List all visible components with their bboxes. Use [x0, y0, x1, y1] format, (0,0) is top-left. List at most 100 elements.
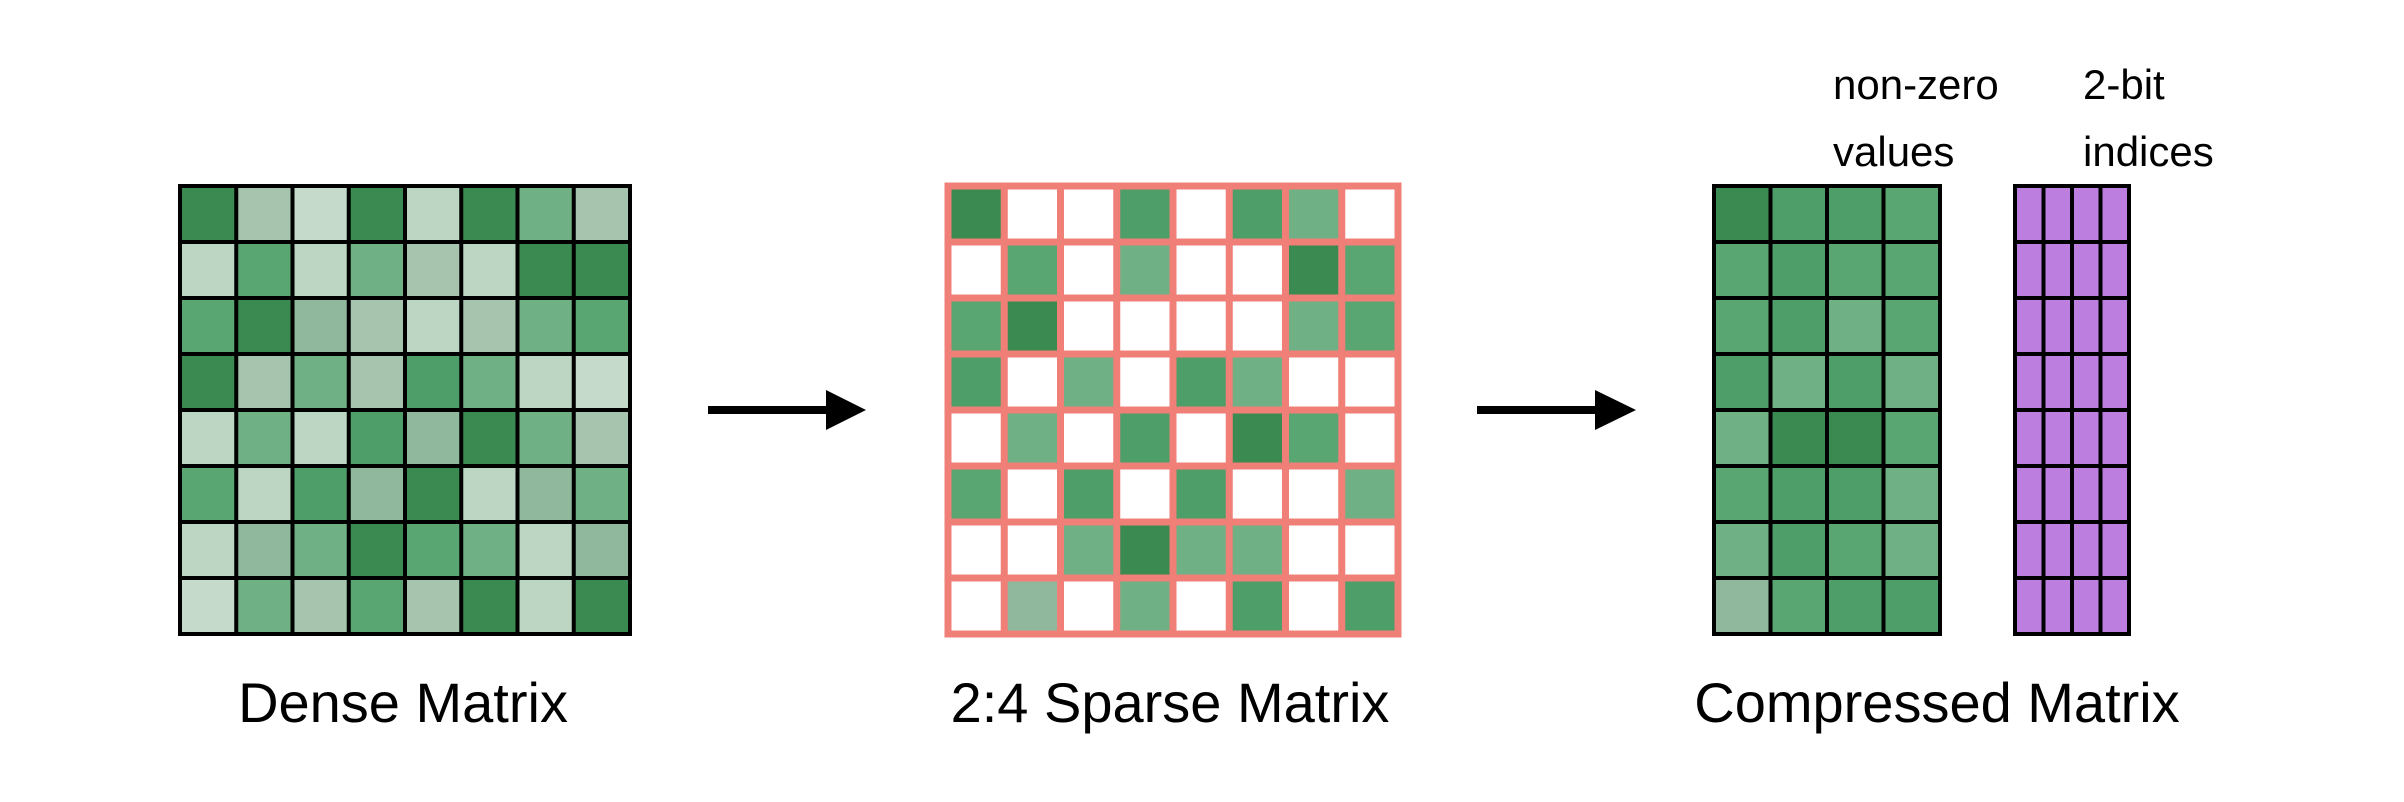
dense-cell [348, 354, 405, 410]
dense-cell [517, 578, 574, 634]
sparse-cell [1060, 522, 1117, 578]
indices-label-line2: indices [2083, 128, 2214, 175]
dense-cell [405, 354, 462, 410]
compressed-cell [1714, 578, 1771, 634]
dense-cell [573, 298, 630, 354]
index-cell [2072, 242, 2101, 298]
index-cell [2072, 410, 2101, 466]
sparse-cell [1116, 578, 1173, 634]
compressed-cell [1827, 242, 1884, 298]
sparse-cell [1060, 410, 1117, 466]
dense-cell [348, 186, 405, 242]
sparse-cell [1229, 354, 1286, 410]
compressed-matrix-label: Compressed Matrix [1694, 671, 2179, 734]
compressed-cell [1827, 522, 1884, 578]
index-cell [2015, 466, 2044, 522]
dense-cell [348, 410, 405, 466]
dense-cell [517, 354, 574, 410]
dense-cell [292, 298, 349, 354]
sparse-cell [1173, 578, 1230, 634]
sparse-cell [1229, 466, 1286, 522]
dense-cell [405, 522, 462, 578]
index-cell [2015, 410, 2044, 466]
compressed-cell [1827, 186, 1884, 242]
sparse-cell [1229, 522, 1286, 578]
index-cell [2100, 298, 2129, 354]
dense-cell [461, 466, 518, 522]
sparse-cell [1173, 186, 1230, 242]
index-cell [2100, 354, 2129, 410]
sparse-cell [1116, 522, 1173, 578]
compressed-cell [1883, 410, 1940, 466]
sparse-cell [1173, 354, 1230, 410]
compressed-cell [1883, 578, 1940, 634]
sparse-cell [1285, 186, 1342, 242]
compressed-cell [1770, 242, 1827, 298]
dense-cell [236, 298, 293, 354]
compressed-cell [1883, 186, 1940, 242]
index-cell [2043, 354, 2072, 410]
index-cell [2043, 578, 2072, 634]
dense-cell [236, 578, 293, 634]
dense-cell [573, 242, 630, 298]
sparse-cell [1116, 466, 1173, 522]
dense-cell [517, 466, 574, 522]
sparse-cell [1173, 466, 1230, 522]
sparse-cell [1060, 242, 1117, 298]
arrow-dense-to-sparse [708, 390, 866, 430]
sparse-cell [1060, 298, 1117, 354]
sparse-cell [1341, 242, 1398, 298]
index-cell [2100, 522, 2129, 578]
sparse-cell [1060, 186, 1117, 242]
dense-cell [180, 410, 237, 466]
dense-cell [348, 522, 405, 578]
sparse-cell [1229, 242, 1286, 298]
dense-cell [348, 466, 405, 522]
nonzero-values-label-line2: values [1833, 128, 1954, 175]
dense-cell [405, 410, 462, 466]
sparse-cell [1004, 522, 1061, 578]
sparse-cell [1285, 410, 1342, 466]
compressed-cell [1827, 466, 1884, 522]
sparse-cell [1116, 242, 1173, 298]
compressed-values-matrix [1712, 184, 1942, 636]
sparse-cell [1173, 522, 1230, 578]
index-cell [2072, 186, 2101, 242]
index-cell [2043, 242, 2072, 298]
dense-cell [517, 186, 574, 242]
dense-cell [573, 466, 630, 522]
dense-cell [348, 298, 405, 354]
index-cell [2015, 522, 2044, 578]
index-cell [2015, 186, 2044, 242]
dense-cell [461, 354, 518, 410]
index-cell [2100, 242, 2129, 298]
sparse-cell [1285, 354, 1342, 410]
compressed-cell [1827, 298, 1884, 354]
dense-cell [292, 578, 349, 634]
index-cell [2043, 410, 2072, 466]
dense-cell [180, 242, 237, 298]
dense-cell [292, 522, 349, 578]
sparse-cell [1341, 522, 1398, 578]
compressed-cell [1883, 522, 1940, 578]
sparse-cell [948, 186, 1005, 242]
index-cell [2015, 242, 2044, 298]
sparse-cell [1285, 298, 1342, 354]
compressed-cell [1883, 242, 1940, 298]
sparse-cell [1004, 242, 1061, 298]
dense-cell [236, 354, 293, 410]
sparse-cell [1341, 466, 1398, 522]
dense-matrix-label: Dense Matrix [238, 671, 568, 734]
index-cell [2015, 354, 2044, 410]
sparse-cell [1285, 578, 1342, 634]
dense-cell [180, 298, 237, 354]
dense-cell [180, 354, 237, 410]
index-cell [2100, 186, 2129, 242]
sparse-cell [1285, 242, 1342, 298]
dense-cell [180, 186, 237, 242]
dense-cell [180, 578, 237, 634]
dense-cell [292, 186, 349, 242]
sparse-cell [948, 354, 1005, 410]
sparse-cell [1285, 466, 1342, 522]
